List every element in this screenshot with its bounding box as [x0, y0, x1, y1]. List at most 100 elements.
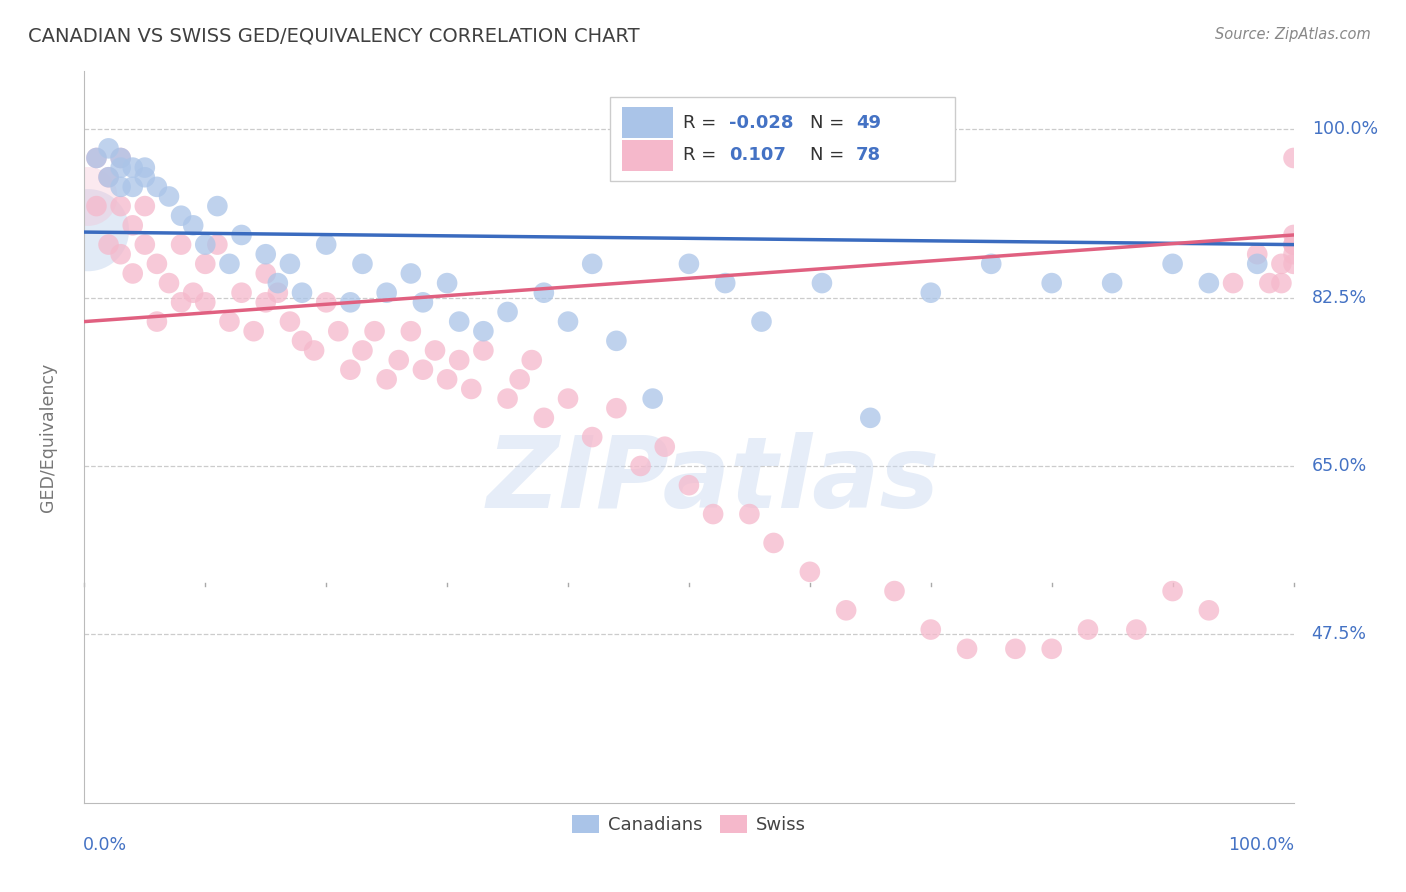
Point	[97, 170, 120, 185]
Point	[170, 295, 193, 310]
Point	[363, 324, 385, 338]
Text: 100.0%: 100.0%	[1312, 120, 1378, 138]
Point	[436, 276, 458, 290]
Point	[231, 285, 253, 300]
Text: 100.0%: 100.0%	[1229, 836, 1295, 854]
Point	[1040, 641, 1063, 656]
Point	[86, 199, 108, 213]
Point	[399, 324, 422, 338]
Point	[291, 285, 314, 300]
Legend: Canadians, Swiss: Canadians, Swiss	[564, 807, 814, 841]
Point	[1282, 257, 1305, 271]
Point	[520, 353, 543, 368]
Point	[436, 372, 458, 386]
Point	[254, 247, 277, 261]
Text: 78: 78	[856, 146, 882, 164]
Point	[121, 219, 143, 233]
Point	[302, 343, 325, 358]
Point	[375, 285, 398, 300]
Point	[388, 353, 411, 368]
Point	[77, 189, 100, 203]
Point	[641, 392, 664, 406]
FancyBboxPatch shape	[623, 140, 673, 171]
Point	[1004, 641, 1026, 656]
Point	[714, 276, 737, 290]
Point	[1101, 276, 1123, 290]
Text: CANADIAN VS SWISS GED/EQUIVALENCY CORRELATION CHART: CANADIAN VS SWISS GED/EQUIVALENCY CORREL…	[28, 27, 640, 45]
Point	[605, 334, 627, 348]
Point	[496, 305, 519, 319]
Point	[654, 440, 676, 454]
Point	[678, 478, 700, 492]
Point	[1198, 276, 1220, 290]
Point	[97, 170, 120, 185]
Point	[956, 641, 979, 656]
Point	[1282, 151, 1305, 165]
Point	[352, 257, 374, 271]
Point	[121, 161, 143, 175]
Point	[254, 267, 277, 281]
Point	[218, 257, 240, 271]
Point	[86, 151, 108, 165]
Point	[799, 565, 821, 579]
Text: 65.0%: 65.0%	[1312, 457, 1367, 475]
Text: R =: R =	[683, 113, 721, 131]
Point	[412, 362, 434, 376]
Point	[194, 295, 217, 310]
Point	[339, 362, 361, 376]
Point	[1161, 584, 1184, 599]
Text: ZIPatlas: ZIPatlas	[486, 433, 939, 530]
Point	[267, 276, 290, 290]
Point	[121, 267, 143, 281]
Point	[328, 324, 350, 338]
Point	[146, 315, 169, 329]
Point	[460, 382, 482, 396]
Point	[509, 372, 531, 386]
Point	[207, 237, 229, 252]
Point	[1246, 257, 1268, 271]
Point	[291, 334, 314, 348]
Point	[630, 458, 652, 473]
Point	[110, 247, 132, 261]
Point	[242, 324, 264, 338]
Point	[412, 295, 434, 310]
Point	[157, 276, 180, 290]
Point	[1282, 247, 1305, 261]
Point	[146, 179, 169, 194]
Point	[231, 227, 253, 242]
Point	[352, 343, 374, 358]
Text: 0.0%: 0.0%	[83, 836, 128, 854]
Point	[859, 410, 882, 425]
Point	[920, 623, 942, 637]
Point	[110, 179, 132, 194]
Point	[1270, 276, 1292, 290]
Text: N =: N =	[810, 113, 849, 131]
Point	[254, 295, 277, 310]
Point	[278, 257, 301, 271]
Point	[496, 392, 519, 406]
Point	[472, 324, 495, 338]
Text: R =: R =	[683, 146, 721, 164]
Point	[315, 295, 337, 310]
Point	[134, 199, 156, 213]
Point	[1125, 623, 1147, 637]
Point	[1246, 247, 1268, 261]
Point	[1040, 276, 1063, 290]
Point	[86, 151, 108, 165]
Point	[980, 257, 1002, 271]
Text: 47.5%: 47.5%	[1312, 625, 1367, 643]
Point	[315, 237, 337, 252]
Point	[77, 223, 100, 237]
Point	[110, 151, 132, 165]
Text: -0.028: -0.028	[728, 113, 793, 131]
Point	[278, 315, 301, 329]
FancyBboxPatch shape	[610, 97, 955, 181]
Point	[97, 237, 120, 252]
Text: 0.107: 0.107	[728, 146, 786, 164]
Point	[194, 257, 217, 271]
Point	[134, 237, 156, 252]
Point	[170, 209, 193, 223]
Point	[1198, 603, 1220, 617]
Point	[399, 267, 422, 281]
Point	[1258, 276, 1281, 290]
